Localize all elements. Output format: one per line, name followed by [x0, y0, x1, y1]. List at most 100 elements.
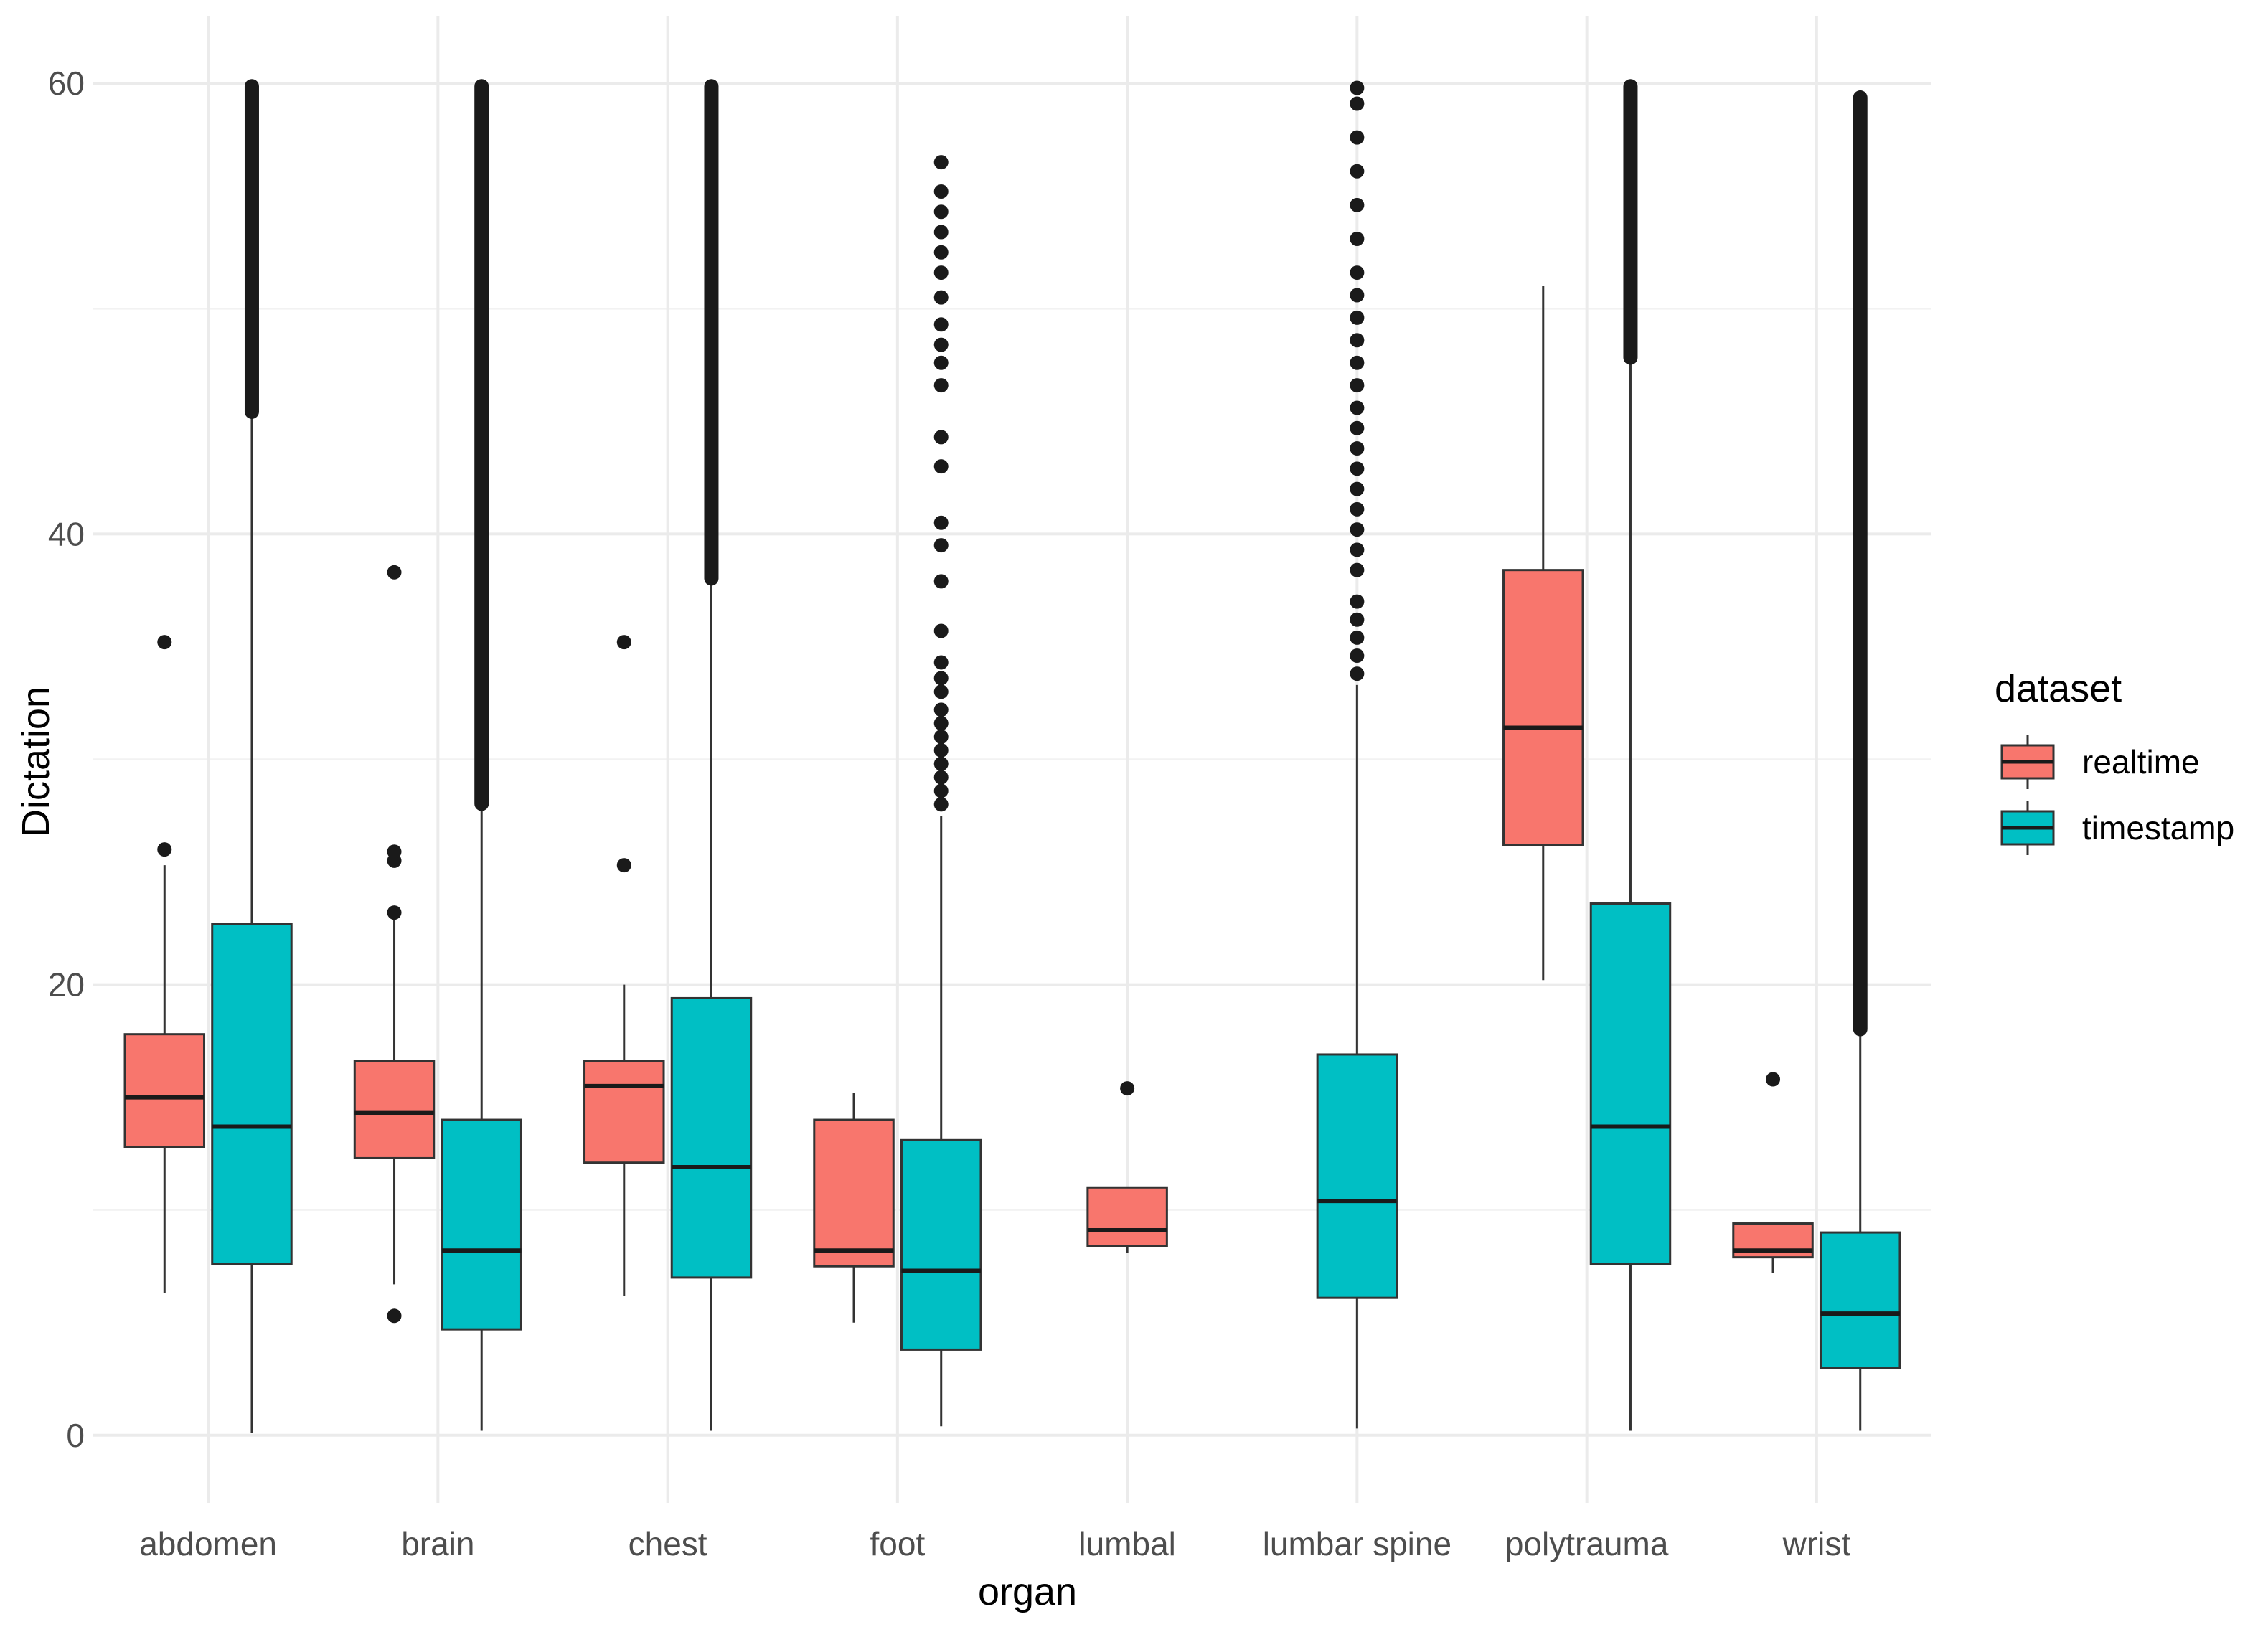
outlier-point: [933, 797, 949, 812]
outlier-point: [1350, 96, 1365, 111]
legend-title: dataset: [1995, 667, 2122, 710]
outlier-point: [1350, 265, 1365, 280]
box-body: [1589, 902, 1672, 1265]
outlier-point: [1350, 333, 1365, 348]
x-tick-label: polytrauma: [1505, 1525, 1669, 1562]
outlier-point: [933, 756, 949, 771]
outlier-point: [1350, 562, 1365, 577]
outlier-point: [933, 245, 949, 260]
outlier-point: [1350, 461, 1365, 476]
box-body: [813, 1118, 895, 1268]
outlier-point: [1120, 1081, 1135, 1096]
box-body: [900, 1138, 982, 1351]
x-tick-label: chest: [629, 1525, 707, 1562]
box-timestamp-abdomen: [211, 79, 293, 1433]
outlier-point: [387, 565, 402, 580]
box-timestamp-polytrauma: [1589, 79, 1672, 1431]
outlier-point: [933, 290, 949, 305]
box-realtime-chest: [583, 635, 665, 1296]
outlier-point: [933, 742, 949, 758]
box-body: [211, 923, 293, 1265]
box-layer: [123, 79, 1901, 1433]
outlier-point: [933, 204, 949, 220]
outlier-point: [157, 842, 172, 857]
outlier-point: [933, 515, 949, 530]
outlier-point: [1350, 197, 1365, 212]
outlier-point: [1350, 441, 1365, 456]
box-timestamp-foot: [900, 155, 982, 1427]
x-tick-label: brain: [401, 1525, 474, 1562]
outlier-point: [933, 265, 949, 280]
legend: dataset realtime timestamp: [1995, 667, 2234, 855]
outlier-dense-band: [244, 79, 259, 419]
outlier-point: [1350, 80, 1365, 95]
outlier-point: [387, 844, 402, 859]
outlier-point: [387, 1308, 402, 1324]
box-realtime-brain: [353, 565, 436, 1324]
box-realtime-lumbal: [1086, 1081, 1168, 1253]
outlier-point: [1350, 501, 1365, 517]
x-tick-label: abdomen: [139, 1525, 277, 1562]
outlier-point: [933, 538, 949, 553]
grid-layer: [93, 16, 1931, 1503]
box-realtime-foot: [813, 1093, 895, 1323]
outlier-point: [933, 783, 949, 798]
box-body: [1819, 1231, 1901, 1369]
outlier-dense-band: [1623, 79, 1638, 365]
outlier-point: [1350, 130, 1365, 145]
outlier-point: [933, 730, 949, 745]
outlier-point: [1350, 612, 1365, 627]
box-body: [583, 1060, 665, 1164]
outlier-point: [1350, 355, 1365, 370]
y-axis-ticks: 0 20 40 60: [48, 65, 85, 1454]
outlier-point: [933, 671, 949, 686]
outlier-point: [1350, 481, 1365, 496]
x-tick-label: foot: [870, 1525, 926, 1562]
box-timestamp-brain: [441, 79, 522, 1431]
box-realtime-wrist: [1732, 1072, 1814, 1273]
outlier-dense-band: [1853, 90, 1868, 1037]
legend-entries: realtime timestamp: [2000, 735, 2234, 855]
outlier-point: [1350, 378, 1365, 393]
outlier-point: [1350, 522, 1365, 537]
y-tick-label: 60: [48, 65, 85, 102]
outlier-point: [933, 716, 949, 731]
x-axis-ticks: abdomen brain chest foot lumbal lumbar spine p…: [139, 1525, 1850, 1562]
outlier-point: [1766, 1072, 1781, 1087]
outlier-point: [933, 702, 949, 717]
outlier-dense-band: [474, 79, 489, 811]
outlier-point: [1350, 594, 1365, 609]
box-body: [441, 1118, 522, 1331]
outlier-point: [1350, 666, 1365, 681]
outlier-point: [1350, 231, 1365, 246]
box-timestamp-lumbar-spine: [1316, 80, 1398, 1429]
outlier-dense-band: [704, 79, 719, 586]
outlier-point: [1350, 310, 1365, 325]
y-tick-label: 20: [48, 966, 85, 1004]
outlier-point: [387, 905, 402, 920]
box-body: [123, 1033, 206, 1148]
outlier-point: [1350, 400, 1365, 415]
outlier-point: [933, 378, 949, 393]
box-body: [1502, 569, 1584, 846]
box-realtime-polytrauma: [1502, 286, 1584, 981]
box-realtime-abdomen: [123, 635, 206, 1293]
outlier-point: [1350, 630, 1365, 645]
y-tick-label: 40: [48, 515, 85, 552]
x-tick-label: lumbal: [1078, 1525, 1176, 1562]
x-tick-label: lumbar spine: [1263, 1525, 1451, 1562]
outlier-point: [1350, 288, 1365, 303]
outlier-point: [933, 574, 949, 589]
x-tick-label: wrist: [1782, 1525, 1851, 1562]
outlier-point: [933, 430, 949, 445]
outlier-point: [1350, 648, 1365, 664]
legend-entry-timestamp: timestamp: [2000, 801, 2234, 855]
outlier-point: [933, 623, 949, 638]
box-timestamp-chest: [670, 79, 753, 1431]
outlier-point: [933, 337, 949, 352]
y-tick-label: 0: [66, 1417, 85, 1454]
legend-label: timestamp: [2082, 809, 2234, 846]
outlier-point: [933, 317, 949, 332]
outlier-point: [616, 635, 631, 650]
outlier-point: [933, 770, 949, 785]
